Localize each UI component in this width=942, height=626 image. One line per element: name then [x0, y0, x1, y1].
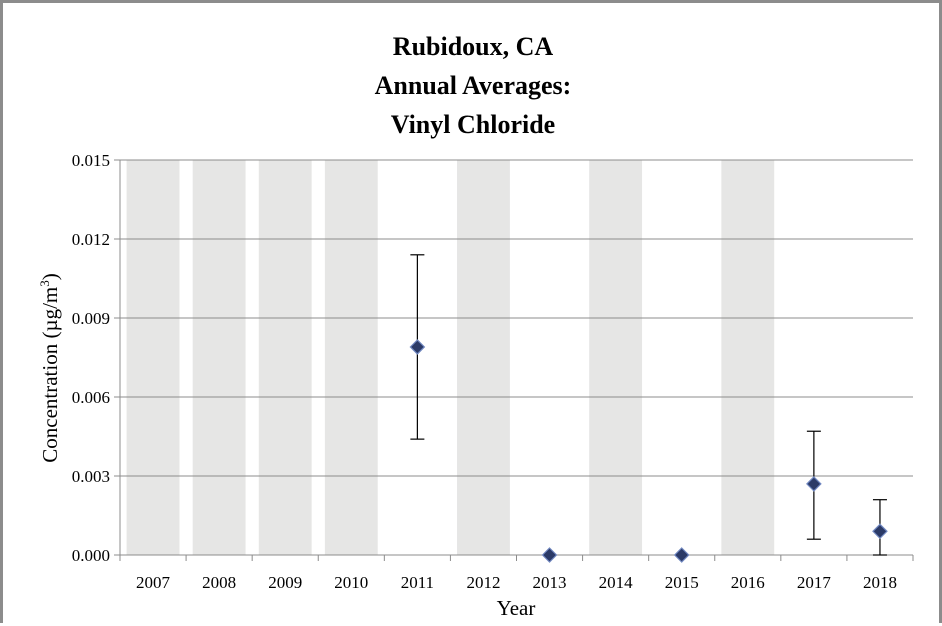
- shade-band-2014: [589, 160, 643, 555]
- y-tick-label-5: 0.015: [72, 151, 110, 170]
- data-point-2018: [872, 523, 888, 540]
- data-point-2011: [409, 339, 426, 355]
- data-point-2013: [541, 547, 558, 563]
- data-point-2015: [673, 547, 690, 563]
- y-axis-label-close: ): [38, 273, 62, 280]
- x-tick-label-2014: 2014: [599, 573, 634, 592]
- y-tick-labels: 0.000 0.003 0.006 0.009 0.012 0.015: [72, 151, 120, 565]
- gridlines: [120, 159, 913, 477]
- x-tick-label-2007: 2007: [136, 573, 171, 592]
- x-tick-label-2015: 2015: [665, 573, 699, 592]
- shade-band-2016: [721, 160, 775, 555]
- y-tick-label-1: 0.003: [72, 467, 110, 486]
- shade-band-2012: [457, 160, 510, 555]
- data-points: [409, 339, 888, 563]
- y-tick-label-3: 0.009: [72, 309, 110, 328]
- x-axis-label: Year: [497, 596, 536, 620]
- y-tick-label-0: 0.000: [72, 546, 110, 565]
- chart-title-line-2: Annual Averages:: [375, 71, 572, 100]
- y-tick-label-2: 0.006: [72, 388, 110, 407]
- x-tick-label-2016: 2016: [731, 573, 765, 592]
- x-tick-label-2017: 2017: [797, 573, 832, 592]
- shade-band-2008: [192, 160, 246, 555]
- chart-title-line-1: Rubidoux, CA: [393, 32, 554, 61]
- y-axis-label-superscript: 3: [37, 280, 52, 287]
- x-tick-label-2013: 2013: [533, 573, 567, 592]
- shade-band-2007: [126, 160, 180, 555]
- y-axis-label-main: Concentration (µg/m: [38, 287, 62, 463]
- x-tick-label-2011: 2011: [401, 573, 434, 592]
- shaded-bands: [126, 160, 775, 555]
- x-tick-label-2009: 2009: [268, 573, 302, 592]
- x-tick-labels: 2007 2008 2009 2010 2011 2012 2013 2014 2015 2016…: [119, 555, 914, 592]
- y-axis-label: Concentration (µg/m3): [37, 273, 62, 462]
- x-tick-label-2008: 2008: [202, 573, 236, 592]
- x-tick-label-2018: 2018: [863, 573, 897, 592]
- y-tick-label-4: 0.012: [72, 230, 110, 249]
- x-tick-label-2012: 2012: [466, 573, 500, 592]
- shade-band-2009: [258, 160, 312, 555]
- chart-title-line-3: Vinyl Chloride: [391, 110, 555, 139]
- data-point-2017: [806, 476, 822, 492]
- x-tick-label-2010: 2010: [334, 573, 368, 592]
- shade-band-2010: [324, 160, 378, 555]
